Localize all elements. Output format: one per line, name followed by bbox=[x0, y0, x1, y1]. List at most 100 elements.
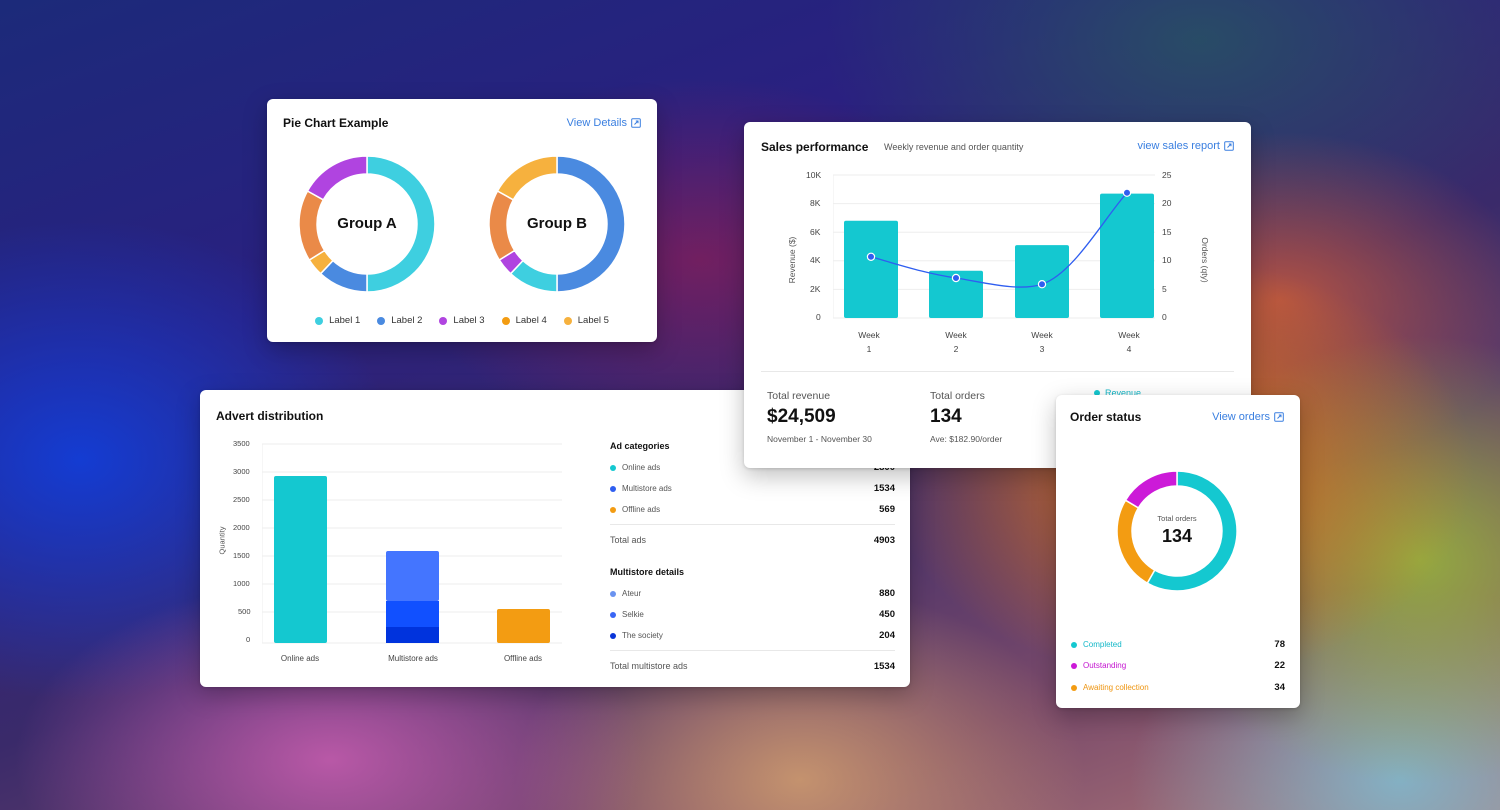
legend-label: Label 5 bbox=[577, 315, 609, 326]
legend-dot bbox=[563, 316, 572, 325]
week-label: Week 2 bbox=[945, 330, 967, 354]
view-orders-link[interactable]: View orders bbox=[1212, 411, 1284, 423]
orders-point bbox=[1037, 279, 1047, 289]
group-b-label: Group B bbox=[527, 215, 587, 232]
bar-multistore-society bbox=[386, 627, 439, 643]
legend-item-label-4[interactable]: Label 4 bbox=[501, 315, 547, 326]
y-right-tick: 5 bbox=[1162, 284, 1167, 294]
donut-group-b[interactable] bbox=[487, 154, 627, 294]
legend-item-label-3[interactable]: Label 3 bbox=[439, 315, 485, 326]
legend-dot bbox=[439, 316, 448, 325]
view-sales-report-link[interactable]: view sales report bbox=[1137, 140, 1234, 152]
legend-dot bbox=[610, 632, 616, 639]
legend-dot bbox=[610, 506, 616, 513]
total-multistore-label: Total multistore ads bbox=[610, 661, 688, 671]
y-tick: 3000 bbox=[233, 467, 250, 476]
advert-bar-chart bbox=[262, 443, 562, 644]
week-label: Week 4 bbox=[1118, 330, 1140, 354]
bar-online-ads bbox=[274, 476, 327, 643]
y-right-tick: 20 bbox=[1162, 198, 1172, 208]
category-row: Offline ads 569 bbox=[610, 504, 895, 515]
multistore-row: Ateur 880 bbox=[610, 588, 895, 599]
total-multistore-value: 1534 bbox=[873, 661, 895, 672]
category-name: Offline ads bbox=[622, 505, 661, 514]
card-subtitle: Weekly revenue and order quantity bbox=[884, 142, 1024, 152]
total-orders-value: 134 bbox=[930, 406, 962, 427]
y-tick: 2000 bbox=[233, 523, 250, 532]
card-title: Advert distribution bbox=[216, 409, 324, 423]
category-row: Multistore ads 1534 bbox=[610, 483, 895, 494]
y-left-title: Revenue ($) bbox=[787, 236, 797, 284]
y-left-tick: 0 bbox=[816, 312, 821, 322]
legend-item-label-2[interactable]: Label 2 bbox=[377, 315, 422, 326]
bar-week-2 bbox=[929, 270, 983, 318]
view-details-link[interactable]: View Details bbox=[567, 117, 641, 129]
order-status-row: Completed 78 bbox=[1071, 639, 1285, 650]
card-title: Sales performance bbox=[761, 140, 869, 154]
y-tick: 0 bbox=[246, 635, 251, 644]
total-orders-label: Total orders bbox=[930, 390, 985, 402]
legend-dot bbox=[1071, 684, 1077, 691]
category-value: 1534 bbox=[873, 483, 895, 494]
card-title: Order status bbox=[1070, 410, 1142, 424]
multistore-row: Selkie 450 bbox=[610, 609, 895, 620]
bar-week-4 bbox=[1100, 193, 1154, 318]
multistore-details-title: Multistore details bbox=[610, 567, 685, 577]
legend-dot bbox=[315, 316, 324, 325]
total-ads-row: Total ads 4903 bbox=[610, 535, 895, 546]
legend-dot bbox=[501, 316, 510, 325]
category-value: 569 bbox=[879, 504, 895, 515]
y-left-tick: 4K bbox=[810, 255, 821, 265]
legend-item-label-5[interactable]: Label 5 bbox=[563, 315, 609, 326]
store-value: 204 bbox=[879, 630, 895, 641]
x-label: Multistore ads bbox=[388, 654, 438, 663]
view-sales-report-label: view sales report bbox=[1137, 140, 1220, 152]
sales-combo-chart bbox=[833, 174, 1155, 319]
y-left-tick: 2K bbox=[810, 284, 821, 294]
y-left-tick: 6K bbox=[810, 227, 821, 237]
legend-dot bbox=[1071, 662, 1077, 669]
revenue-date-range: November 1 - November 30 bbox=[767, 434, 872, 444]
ad-categories-title: Ad categories bbox=[610, 441, 670, 451]
bar-multistore-selkie bbox=[386, 601, 439, 627]
legend-label: Label 4 bbox=[515, 315, 547, 326]
y-tick: 1000 bbox=[233, 579, 250, 588]
y-right-tick: 10 bbox=[1162, 255, 1172, 265]
pie-chart-card: Pie Chart Example View Details Group A bbox=[267, 99, 657, 342]
status-name: Completed bbox=[1083, 640, 1122, 649]
y-tick: 500 bbox=[238, 607, 251, 616]
y-tick: 2500 bbox=[233, 495, 250, 504]
status-value: 22 bbox=[1274, 660, 1285, 671]
total-ads-label: Total ads bbox=[610, 535, 647, 545]
status-value: 78 bbox=[1274, 639, 1285, 650]
legend-dot bbox=[610, 611, 616, 618]
divider bbox=[610, 524, 895, 525]
legend-dot bbox=[610, 485, 616, 492]
y-axis-title: Quantity bbox=[217, 526, 227, 555]
category-name: Multistore ads bbox=[622, 484, 672, 493]
orders-point bbox=[951, 273, 961, 283]
orders-line bbox=[870, 192, 1128, 288]
legend-revenue-partial: Revenue bbox=[1094, 388, 1141, 398]
store-value: 880 bbox=[879, 588, 895, 599]
multistore-row: The society 204 bbox=[610, 630, 895, 641]
total-ads-value: 4903 bbox=[873, 535, 895, 546]
average-per-order: Ave: $182.90/order bbox=[930, 434, 1003, 444]
order-status-donut[interactable] bbox=[1112, 466, 1242, 596]
week-label: Week 3 bbox=[1031, 330, 1053, 354]
store-name: Selkie bbox=[622, 610, 644, 619]
external-link-icon bbox=[1224, 141, 1234, 151]
external-link-icon bbox=[631, 118, 641, 128]
y-right-tick: 0 bbox=[1162, 312, 1167, 322]
external-link-icon bbox=[1274, 412, 1284, 422]
total-multistore-row: Total multistore ads 1534 bbox=[610, 661, 895, 672]
category-name: Online ads bbox=[622, 463, 661, 472]
legend-item-label-1[interactable]: Label 1 bbox=[315, 315, 360, 326]
orders-point bbox=[866, 252, 876, 262]
bar-multistore-ateur bbox=[386, 551, 439, 601]
legend-dot bbox=[610, 464, 616, 471]
donut-group-a[interactable] bbox=[297, 154, 437, 294]
divider bbox=[610, 650, 895, 651]
x-label: Offline ads bbox=[503, 654, 543, 663]
store-name: Ateur bbox=[622, 589, 642, 598]
